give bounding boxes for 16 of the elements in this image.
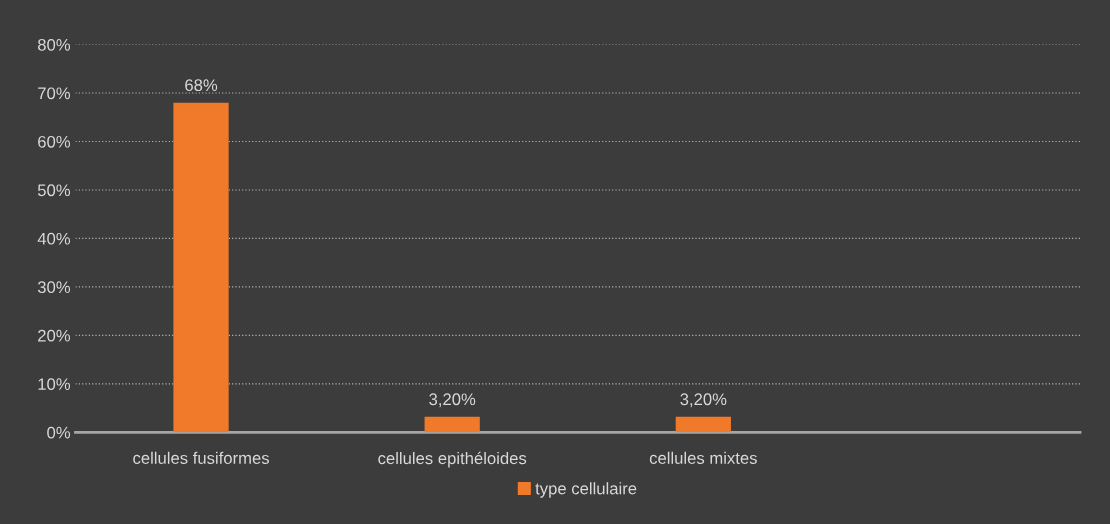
legend-label: type cellulaire: [535, 482, 637, 498]
y-tick-label: 50%: [37, 184, 71, 197]
y-tick-label: 40%: [37, 232, 71, 245]
y-tick-label: 60%: [38, 135, 71, 148]
x-tick-label: cellules fusiformes: [133, 451, 269, 464]
data-label: 68%: [185, 79, 218, 92]
y-tick-label: 10%: [38, 378, 71, 391]
data-label: 3,20%: [680, 393, 727, 408]
y-tick-label: 70%: [38, 87, 71, 100]
y-tick-label: 20%: [38, 329, 71, 342]
x-tick-label: cellules mixtes: [649, 451, 757, 464]
y-tick-label: 0%: [47, 426, 71, 439]
y-tick-label: 80%: [37, 38, 71, 51]
y-tick-label: 30%: [37, 281, 71, 294]
x-tick-label: cellules epithéloides: [378, 451, 527, 468]
data-label: 3,20%: [429, 393, 476, 408]
